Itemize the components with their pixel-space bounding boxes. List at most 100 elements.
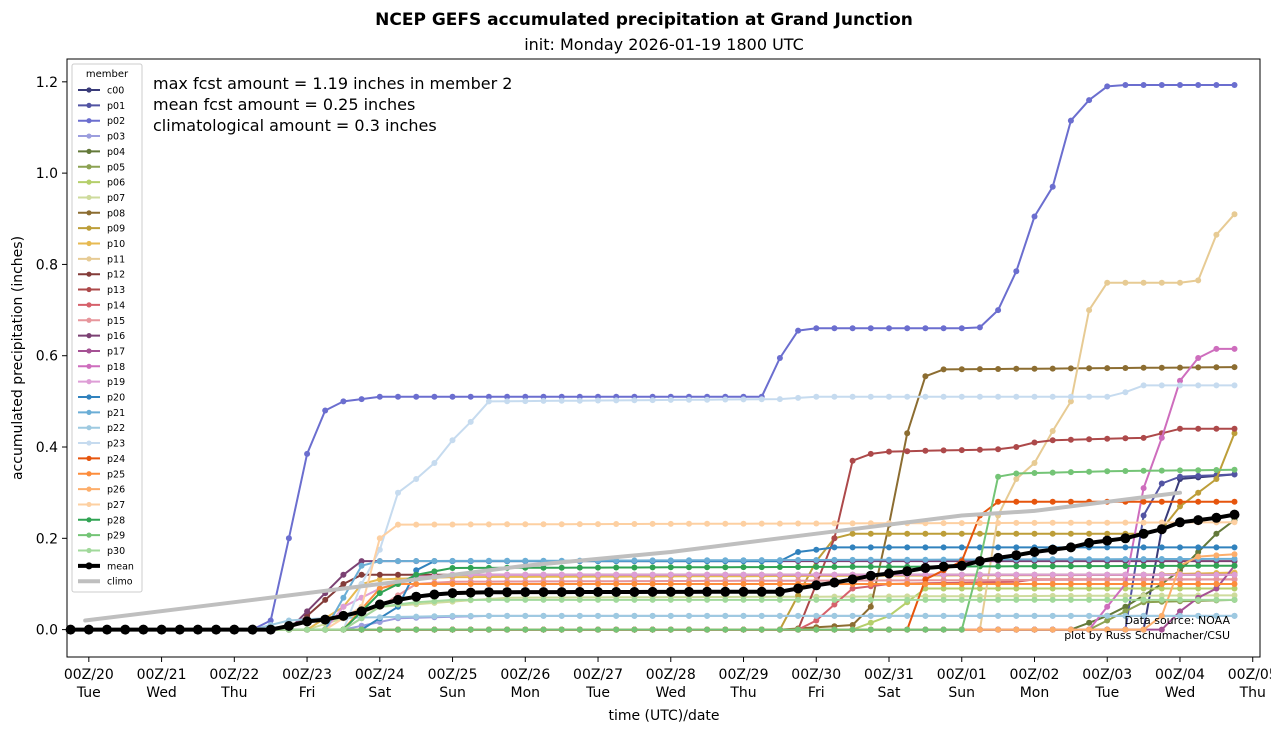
point-p19-53 (1031, 571, 1038, 578)
legend-marker-p20 (86, 394, 92, 400)
point-mean-11 (265, 624, 276, 635)
legend-marker-p26 (86, 486, 92, 492)
x-tick-day-5: Sun (439, 685, 466, 701)
point-p30-45 (886, 596, 892, 603)
point-p25-47 (922, 581, 929, 587)
legend-marker-p11 (86, 256, 92, 262)
point-p22-34 (686, 612, 692, 619)
point-p29-25 (522, 626, 529, 633)
point-p30-46 (904, 596, 911, 603)
point-p29-62 (1195, 467, 1202, 474)
point-p25-61 (1177, 581, 1183, 587)
point-mean-30 (611, 587, 622, 597)
point-p13-45 (886, 448, 892, 455)
point-p02-63 (1213, 82, 1220, 88)
y-axis: 0.0 0.2 0.4 0.6 0.8 1.0 1.2 (36, 75, 67, 639)
point-p23-41 (813, 393, 820, 400)
point-p02-41 (813, 325, 820, 332)
point-mean-21 (447, 588, 458, 599)
point-p13-51 (995, 446, 1002, 453)
point-p27-54 (1049, 519, 1056, 526)
x-tick-label-0: 00Z/20 (64, 667, 114, 683)
point-p22-41 (813, 612, 820, 619)
point-p25-46 (904, 581, 911, 587)
point-p19-26 (540, 571, 547, 578)
point-mean-60 (1156, 524, 1167, 535)
point-p07-61 (1177, 592, 1183, 599)
x-tick-label-11: 00Z/31 (864, 667, 914, 683)
point-p28-29 (595, 564, 601, 571)
point-p28-21 (449, 565, 456, 571)
point-p08-47 (922, 373, 929, 380)
point-mean-25 (520, 587, 531, 598)
point-p24-55 (1067, 498, 1074, 505)
point-p22-23 (485, 612, 492, 619)
point-p04-56 (1086, 619, 1093, 626)
point-p15-55 (1067, 576, 1074, 583)
legend-marker-p13 (86, 286, 92, 293)
point-p28-30 (613, 564, 620, 571)
legend-marker-mean (85, 562, 93, 570)
chart-subtitle: init: Monday 2026-01-19 1800 UTC (524, 35, 804, 54)
point-p29-35 (704, 626, 711, 633)
point-p21-17 (376, 558, 383, 565)
legend-marker-p02 (86, 118, 92, 124)
point-mean-40 (793, 583, 804, 594)
point-p19-41 (813, 571, 820, 578)
x-axis: 00Z/20 Tue 00Z/21 Wed 00Z/22 Thu 00Z/23 Fri 00Z/… (64, 657, 1271, 701)
point-p27-21 (449, 521, 456, 528)
point-p06-47 (922, 585, 929, 592)
point-p13-61 (1177, 425, 1183, 432)
point-mean-38 (756, 586, 767, 597)
point-p09-61 (1177, 503, 1183, 510)
point-p06-51 (995, 585, 1002, 592)
point-p19-31 (631, 571, 638, 578)
point-p19-47 (922, 571, 929, 578)
point-p21-64 (1231, 555, 1238, 562)
y-tick-label-1: 0.2 (36, 531, 58, 547)
point-p29-32 (649, 626, 656, 633)
x-tick-day-4: Sat (368, 685, 391, 701)
point-p21-16 (358, 562, 365, 569)
point-p28-54 (1049, 563, 1056, 570)
point-mean-2 (102, 624, 112, 635)
point-p20-40 (795, 549, 802, 555)
point-p20-61 (1177, 544, 1183, 551)
point-p22-51 (995, 612, 1002, 619)
point-p22-54 (1049, 612, 1056, 619)
point-p02-21 (449, 393, 456, 400)
point-p22-32 (649, 612, 656, 619)
point-p19-32 (649, 571, 656, 578)
point-p09-48 (940, 530, 947, 537)
point-p12-17 (376, 571, 383, 578)
point-p28-64 (1231, 562, 1238, 569)
point-p02-61 (1177, 82, 1183, 88)
point-p08-52 (1013, 365, 1020, 372)
x-tick-label-9: 00Z/29 (719, 667, 769, 683)
point-mean-54 (1047, 544, 1058, 555)
legend-item-p29: p29 (78, 531, 125, 542)
point-p28-35 (704, 564, 711, 571)
point-p20-57 (1104, 544, 1111, 551)
point-p17-60 (1158, 626, 1165, 633)
legend-label-p28: p28 (107, 515, 125, 526)
point-p07-64 (1231, 592, 1238, 599)
point-p21-33 (667, 557, 674, 564)
point-p22-49 (958, 612, 965, 619)
legend-marker-p07 (86, 194, 92, 201)
point-p23-61 (1177, 382, 1183, 389)
point-p20-60 (1158, 544, 1165, 551)
point-p06-49 (958, 585, 965, 592)
legend-frame (71, 63, 143, 593)
point-p02-20 (431, 393, 438, 400)
point-p13-44 (867, 450, 874, 457)
point-p02-18 (395, 393, 401, 400)
point-p27-36 (722, 520, 729, 527)
point-p14-41 (813, 617, 820, 624)
point-p30-63 (1213, 596, 1220, 603)
legend-item-p07: p07 (78, 193, 125, 204)
point-p18-63 (1213, 345, 1220, 352)
point-p29-59 (1140, 467, 1147, 474)
point-p21-58 (1122, 556, 1129, 563)
point-p19-28 (576, 571, 583, 578)
